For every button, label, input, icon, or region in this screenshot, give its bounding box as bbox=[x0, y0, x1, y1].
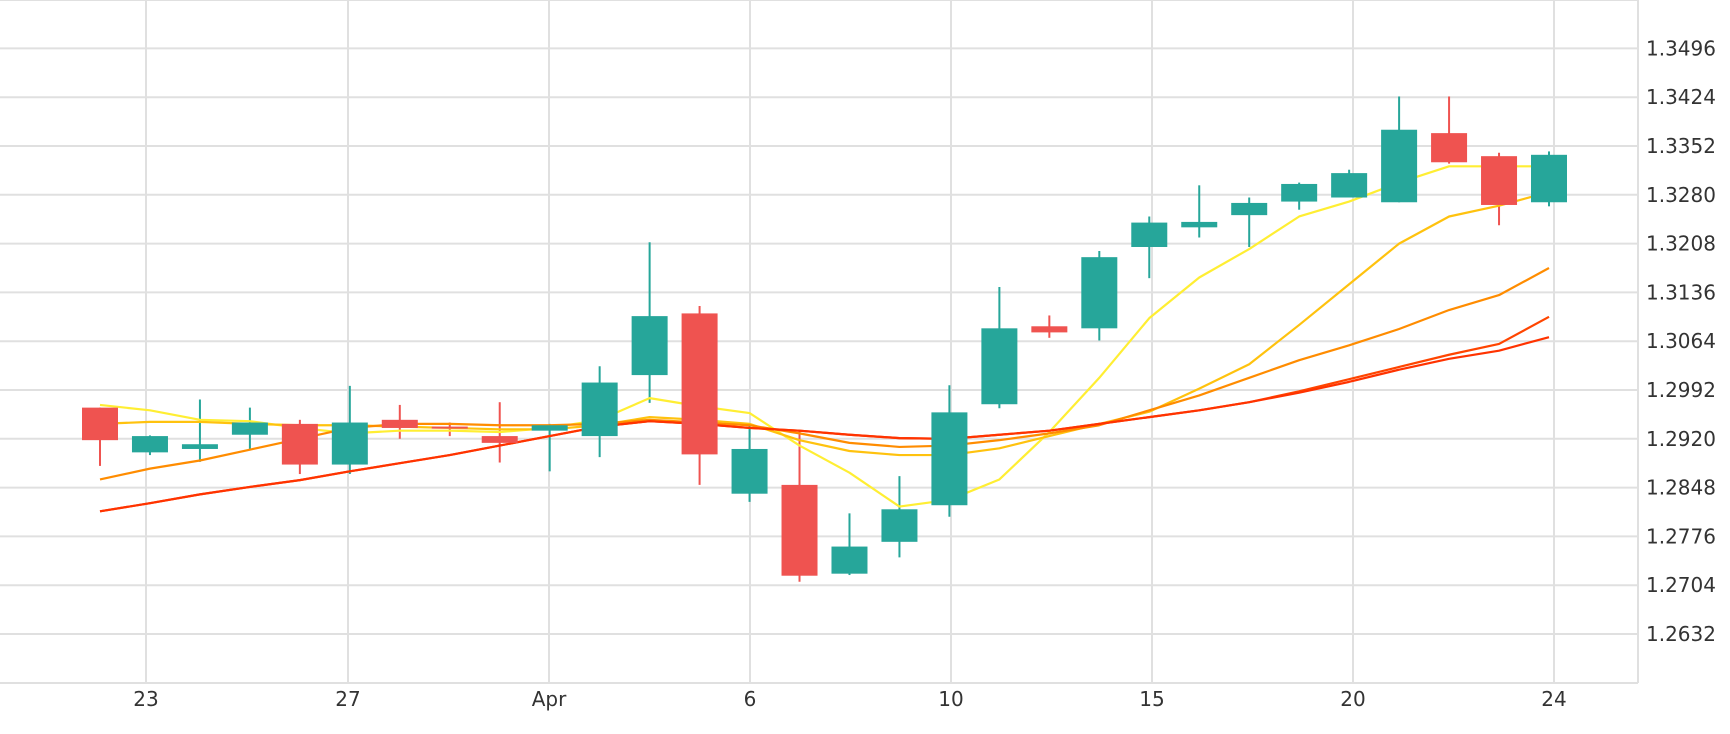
candle-up bbox=[981, 328, 1018, 405]
candle-down bbox=[281, 423, 318, 465]
x-tick-label: 24 bbox=[1541, 687, 1566, 711]
candle-down bbox=[1431, 133, 1468, 163]
moving-average-line bbox=[99, 336, 1550, 513]
candle-up bbox=[1231, 202, 1268, 216]
y-tick-label: 1.2632 bbox=[1646, 622, 1716, 646]
candle-down bbox=[481, 436, 518, 443]
candle-down bbox=[1481, 156, 1518, 205]
candle-layer bbox=[82, 129, 1567, 576]
candle-up bbox=[581, 382, 618, 437]
x-tick-label: 10 bbox=[938, 687, 963, 711]
candle-up bbox=[1381, 129, 1418, 203]
candle-down bbox=[781, 484, 818, 576]
x-tick-label: 27 bbox=[335, 687, 360, 711]
y-tick-label: 1.3064 bbox=[1646, 329, 1716, 353]
candle-up bbox=[1331, 173, 1368, 198]
candle-up bbox=[931, 412, 968, 506]
candle-up bbox=[331, 422, 368, 465]
moving-average-line bbox=[99, 315, 1550, 513]
y-tick-label: 1.2776 bbox=[1646, 524, 1716, 548]
wick-layer bbox=[99, 96, 1550, 582]
y-tick-label: 1.3136 bbox=[1646, 280, 1716, 304]
moving-average-line bbox=[99, 191, 1550, 457]
y-tick-label: 1.3280 bbox=[1646, 183, 1716, 207]
y-tick-label: 1.3352 bbox=[1646, 134, 1716, 158]
x-tick-label: 20 bbox=[1340, 687, 1365, 711]
y-axis: 1.2632 1.2704 1.2776 1.2848 1.2920 1.2992 1.30… bbox=[1646, 36, 1716, 646]
grid-layer bbox=[0, 0, 1639, 684]
candle-up bbox=[131, 436, 168, 453]
candle-up bbox=[631, 316, 668, 376]
candle-down bbox=[681, 313, 718, 455]
candle-up bbox=[181, 444, 218, 449]
candle-up bbox=[531, 425, 568, 431]
y-tick-label: 1.2704 bbox=[1646, 573, 1716, 597]
candle-down bbox=[82, 407, 118, 441]
candle-up bbox=[1131, 222, 1168, 247]
candle-up bbox=[881, 509, 918, 542]
candle-up bbox=[1531, 154, 1567, 203]
candle-up bbox=[231, 422, 268, 435]
y-tick-label: 1.3424 bbox=[1646, 85, 1716, 109]
x-tick-label: Apr bbox=[532, 687, 567, 711]
y-tick-label: 1.2848 bbox=[1646, 476, 1716, 500]
x-tick-label: 15 bbox=[1139, 687, 1164, 711]
candle-down bbox=[381, 419, 418, 428]
candle-up bbox=[1181, 221, 1218, 228]
candle-up bbox=[1081, 257, 1118, 329]
candle-down bbox=[431, 426, 468, 429]
x-tick-label: 23 bbox=[133, 687, 158, 711]
y-tick-label: 1.3208 bbox=[1646, 232, 1716, 256]
y-tick-label: 1.2992 bbox=[1646, 378, 1716, 402]
candle-up bbox=[831, 546, 868, 574]
x-axis: 23 27 Apr 6 10 15 20 24 bbox=[133, 687, 1566, 711]
y-tick-label: 1.2920 bbox=[1646, 427, 1716, 451]
candle-up bbox=[1281, 183, 1318, 202]
x-tick-label: 6 bbox=[744, 687, 757, 711]
y-tick-label: 1.3496 bbox=[1646, 36, 1716, 60]
candle-up bbox=[731, 448, 768, 494]
candle-down bbox=[1031, 326, 1068, 333]
